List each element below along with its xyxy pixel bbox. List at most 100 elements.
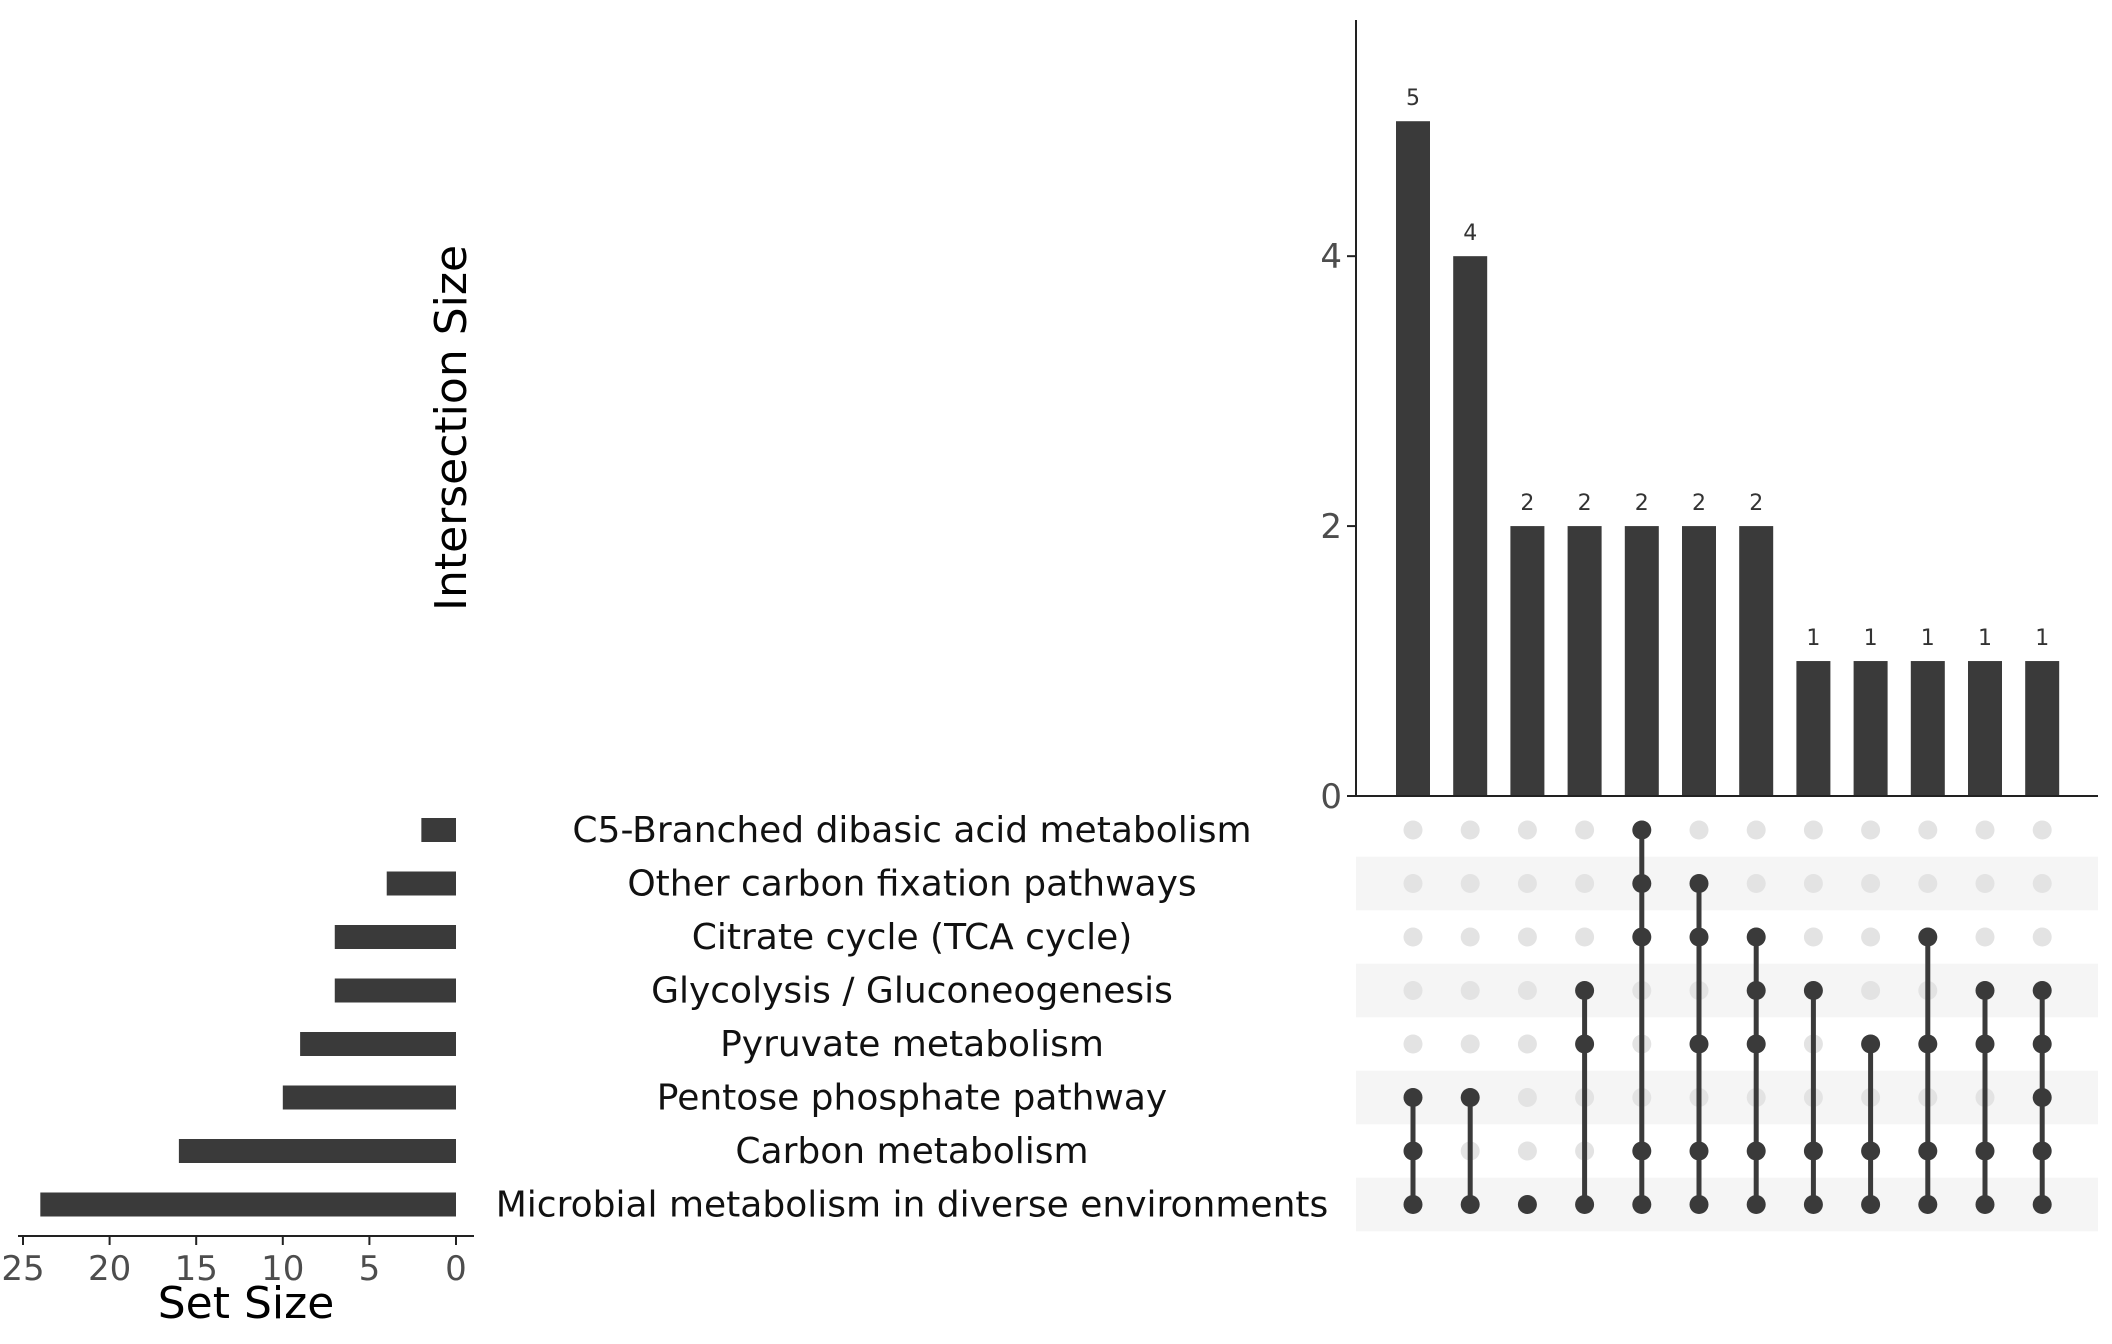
- intersection-bar: [2025, 661, 2060, 796]
- matrix-dot-inactive: [1803, 874, 1823, 893]
- matrix-dot-inactive: [1861, 820, 1881, 840]
- intersection-bar: [1853, 661, 1888, 796]
- matrix-dot-active: [1975, 1141, 1995, 1161]
- set-name-label: Citrate cycle (TCA cycle): [692, 917, 1133, 958]
- intersection-size-axis-title: Intersection Size: [426, 245, 477, 611]
- matrix-dot-inactive: [1689, 820, 1709, 840]
- matrix-dot-inactive: [1918, 874, 1938, 893]
- intersection-bar-label: 2: [1749, 491, 1763, 516]
- set-name-labels: C5-Branched dibasic acid metabolism Other…: [496, 810, 1329, 1226]
- set-name-label: C5-Branched dibasic acid metabolism: [572, 810, 1251, 851]
- intersection-size-axis: 0 2 4: [1320, 20, 2098, 817]
- set-size-bar: [300, 1032, 456, 1056]
- matrix-dot-inactive: [1403, 927, 1423, 947]
- matrix-dot-inactive: [1975, 927, 1995, 947]
- matrix-dot-active: [1689, 1141, 1709, 1161]
- intersection-bar: [1910, 661, 1945, 796]
- set-name-label: Microbial metabolism in diverse environm…: [496, 1185, 1329, 1226]
- y-tick-label: 2: [1320, 507, 1342, 547]
- matrix-dot-active: [2032, 981, 2052, 1000]
- matrix-dot-inactive: [1975, 820, 1995, 840]
- intersection-bar-label: 2: [1635, 491, 1649, 516]
- set-size-tick-label: 5: [359, 1249, 381, 1289]
- matrix-dot-inactive: [1803, 927, 1823, 947]
- matrix-dot-active: [1689, 1195, 1709, 1214]
- matrix-dot-inactive: [1517, 981, 1537, 1000]
- intersection-bar: [1510, 526, 1545, 796]
- matrix-dot-inactive: [1403, 874, 1423, 893]
- matrix-dot-active: [1460, 1088, 1480, 1107]
- matrix-dot-active: [1689, 874, 1709, 893]
- matrix-dot-active: [1803, 981, 1823, 1000]
- intersection-bar: [1739, 526, 1774, 796]
- matrix-dot-active: [1632, 820, 1652, 840]
- set-name-label: Carbon metabolism: [735, 1131, 1088, 1172]
- matrix-dot-active: [1517, 1195, 1537, 1214]
- set-name-label: Pentose phosphate pathway: [657, 1078, 1167, 1119]
- matrix-dot-inactive: [1403, 981, 1423, 1000]
- matrix-dot-active: [1746, 1034, 1766, 1054]
- matrix-dot-active: [1746, 981, 1766, 1000]
- set-size-bar: [178, 1139, 456, 1163]
- intersection-bar-label: 5: [1406, 86, 1420, 111]
- matrix-dot-active: [1746, 1195, 1766, 1214]
- intersection-bar: [1968, 661, 2002, 796]
- matrix-dot-active: [2032, 1034, 2052, 1054]
- matrix-dot-active: [1918, 927, 1938, 947]
- intersection-bar-label: 2: [1692, 491, 1706, 516]
- matrix-dot-inactive: [1517, 1088, 1537, 1107]
- matrix-dot-active: [1803, 1141, 1823, 1161]
- y-tick-label: 4: [1320, 237, 1342, 277]
- matrix-dot-active: [1460, 1195, 1480, 1214]
- matrix-dot-inactive: [1517, 874, 1537, 893]
- intersection-bar-label: 1: [1806, 626, 1820, 651]
- set-name-label: Pyruvate metabolism: [720, 1024, 1104, 1065]
- matrix-dot-active: [2032, 1141, 2052, 1161]
- matrix-dot-active: [1975, 1195, 1995, 1214]
- matrix-dot-active: [1632, 1141, 1652, 1161]
- intersection-matrix: [1403, 820, 2052, 1214]
- matrix-dot-active: [1918, 1195, 1938, 1214]
- matrix-dot-inactive: [1803, 820, 1823, 840]
- matrix-dot-inactive: [1517, 1141, 1537, 1161]
- intersection-size-bars: [1396, 121, 2060, 796]
- set-size-tick-label: 20: [88, 1249, 131, 1289]
- set-size-bar: [421, 818, 456, 842]
- intersection-bar: [1396, 121, 1430, 796]
- set-size-tick-label: 10: [261, 1249, 304, 1289]
- matrix-dot-inactive: [1460, 1034, 1480, 1054]
- matrix-dot-active: [1861, 1141, 1881, 1161]
- set-size-axis-title: Set Size: [158, 1278, 335, 1329]
- set-size-bar: [282, 1085, 456, 1110]
- matrix-dot-active: [1575, 1195, 1595, 1214]
- matrix-dot-inactive: [1517, 927, 1537, 947]
- matrix-dot-inactive: [2032, 820, 2052, 840]
- matrix-dot-active: [1403, 1141, 1423, 1161]
- matrix-dot-active: [1632, 874, 1652, 893]
- matrix-dot-inactive: [1517, 820, 1537, 840]
- matrix-dot-inactive: [2032, 927, 2052, 947]
- matrix-dot-active: [1403, 1195, 1423, 1214]
- matrix-row-stripes: [1356, 856, 2098, 1232]
- intersection-bar-label: 4: [1463, 221, 1477, 246]
- set-name-label: Glycolysis / Gluconeogenesis: [651, 971, 1173, 1012]
- matrix-dot-inactive: [1861, 874, 1881, 893]
- matrix-dot-active: [1575, 981, 1595, 1000]
- intersection-bar: [1567, 526, 1602, 796]
- matrix-dot-active: [1746, 1141, 1766, 1161]
- matrix-dot-active: [1918, 1034, 1938, 1054]
- matrix-dot-inactive: [1575, 820, 1595, 840]
- matrix-dot-inactive: [1460, 820, 1480, 840]
- set-name-label: Other carbon fixation pathways: [627, 864, 1196, 905]
- set-size-bar: [334, 925, 456, 949]
- matrix-dot-inactive: [1575, 927, 1595, 947]
- matrix-dot-inactive: [1746, 820, 1766, 840]
- matrix-dot-active: [1803, 1195, 1823, 1214]
- matrix-dot-active: [1861, 1034, 1881, 1054]
- set-size-tick-label: 15: [175, 1249, 218, 1289]
- matrix-dot-active: [1918, 1141, 1938, 1161]
- set-size-bar: [40, 1192, 456, 1217]
- matrix-dot-active: [1632, 927, 1652, 947]
- matrix-dot-inactive: [1403, 1034, 1423, 1054]
